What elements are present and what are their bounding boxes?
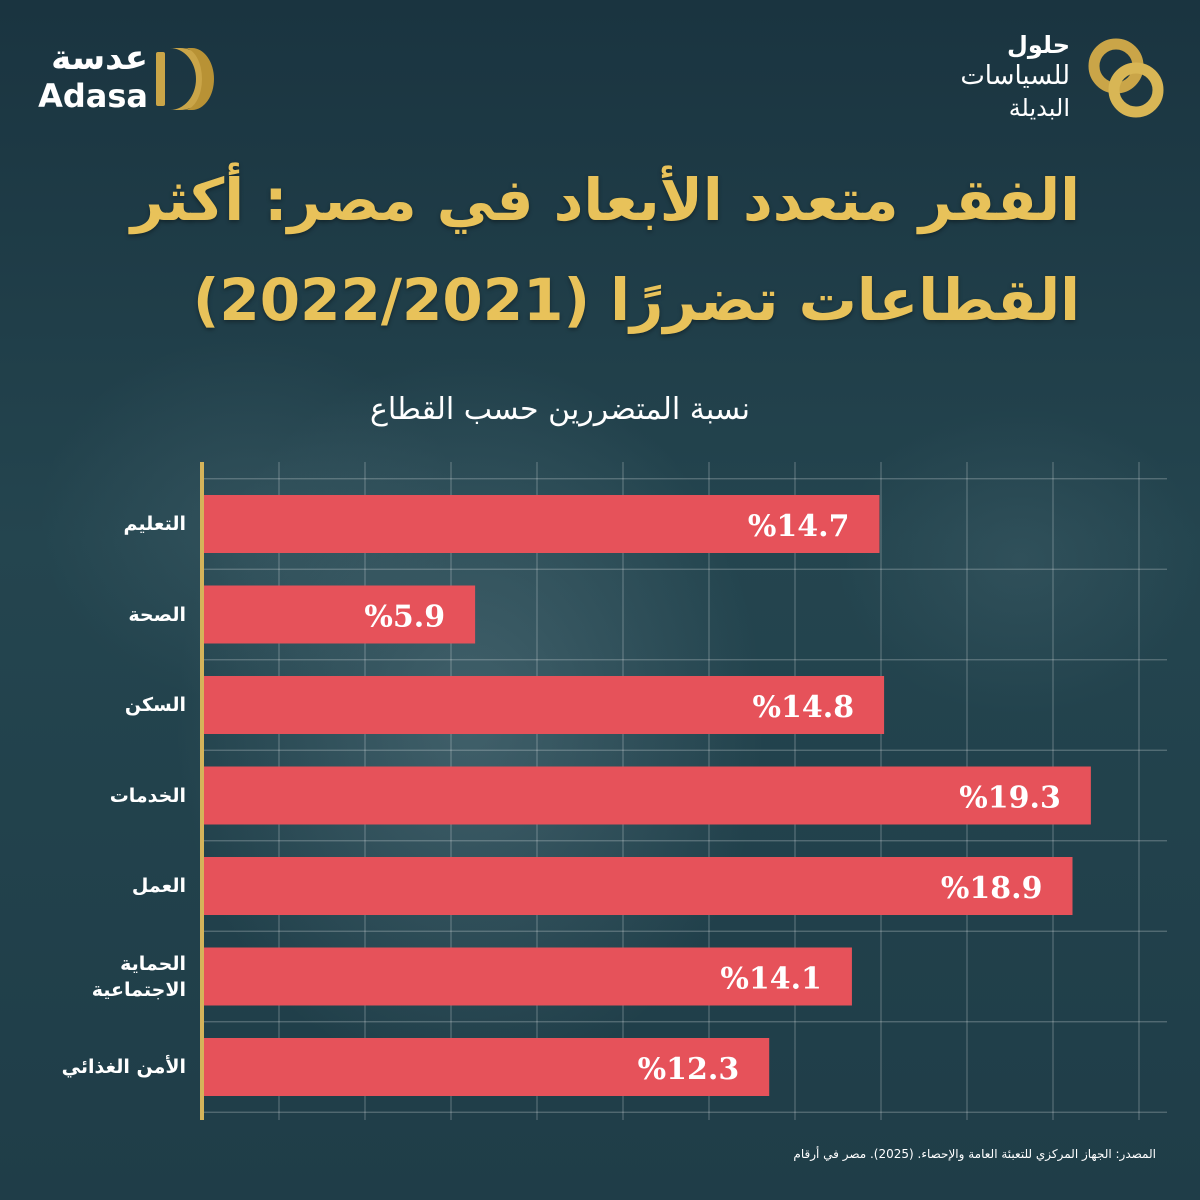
data-label-3: %14.8 <box>753 690 855 725</box>
chart-subtitle: نسبة المتضررين حسب القطاع <box>369 392 751 427</box>
category-label-5: العمل <box>131 875 186 897</box>
adasa-logo-arabic: عدسة <box>51 38 148 78</box>
category-label-6: الحماية الاجتماعية <box>91 952 186 1001</box>
chart-title-line2: القطاعات تضررًا (2022/2021) <box>192 266 1080 334</box>
bar-1 <box>204 495 880 553</box>
holoul-logo-icon <box>1088 38 1164 118</box>
bar-6 <box>204 947 852 1006</box>
bar-5 <box>204 857 1073 915</box>
holoul-logo-line3: البديلة <box>1008 94 1070 122</box>
holoul-logo-line1: حلول <box>1007 31 1070 59</box>
source-note: المصدر: الجهاز المركزي للتعبئة العامة وا… <box>793 1147 1156 1161</box>
bar-3 <box>204 676 885 734</box>
holoul-logo-line2: للسياسات <box>960 61 1070 91</box>
adasa-logo: عدسة Adasa <box>28 38 218 118</box>
chart-title-line1: الفقر متعدد الأبعاد في مصر: أكثر <box>130 166 1080 234</box>
category-label-4: الخدمات <box>109 784 186 807</box>
data-label-6: %14.1 <box>720 962 822 997</box>
bar-7 <box>204 1038 770 1096</box>
adasa-logo-english: Adasa <box>38 77 148 115</box>
category-label-3: السكن <box>124 694 186 716</box>
holoul-logo: حلول للسياسات البديلة <box>854 30 1174 140</box>
category-label-2: الصحة <box>128 603 186 626</box>
bar-2 <box>204 585 476 644</box>
category-label-1: التعليم <box>123 513 186 535</box>
data-label-1: %14.7 <box>748 509 850 544</box>
category-label-7: الأمن الغذائي <box>61 1056 186 1078</box>
adasa-logo-icon <box>156 48 214 110</box>
bar-4 <box>204 766 1091 825</box>
data-label-5: %18.9 <box>941 871 1043 906</box>
data-label-2: %5.9 <box>364 600 445 635</box>
data-label-7: %12.3 <box>638 1052 740 1087</box>
data-label-4: %19.3 <box>959 781 1061 816</box>
